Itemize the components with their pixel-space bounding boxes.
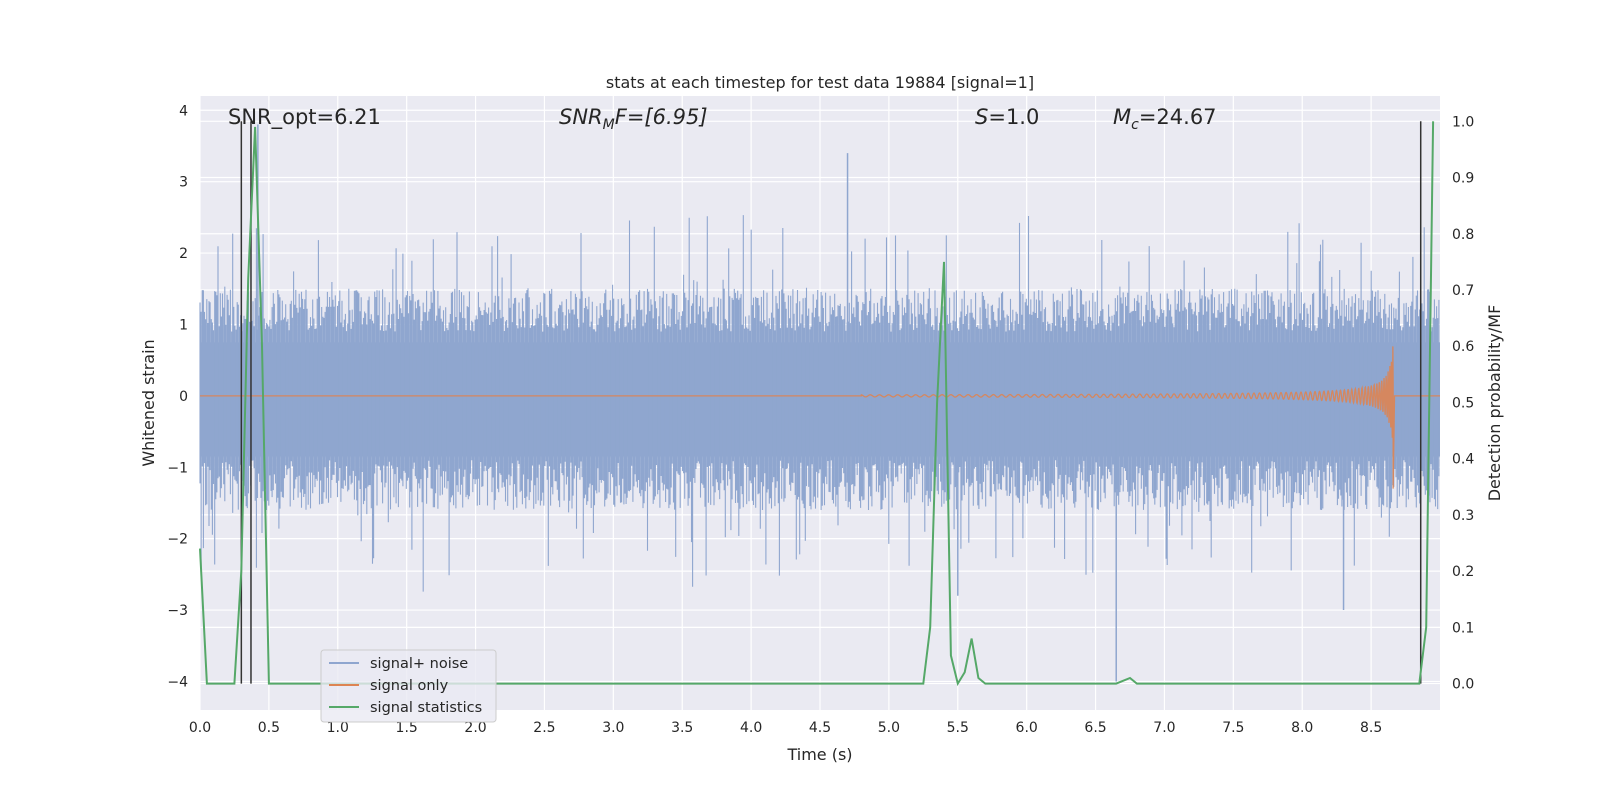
mc-value: =24.67 (1139, 105, 1217, 129)
x-tick-label: 1.0 (327, 720, 349, 736)
y-axis-left-ticks: 4 3 2 1 0 −1 −2 −3 −4 (167, 103, 188, 690)
legend: signal+ noise signal only signal statist… (320, 649, 497, 723)
y-right-tick-label: 0.3 (1452, 508, 1474, 524)
y-right-tick-label: 0.7 (1452, 283, 1474, 299)
y-right-tick-label: 0.0 (1452, 677, 1474, 693)
snr-mf-base: SNR (559, 105, 603, 129)
x-tick-label: 6.5 (1084, 720, 1106, 736)
x-tick-label: 7.5 (1222, 720, 1244, 736)
annotation-snr-mf: SNRMF=[6.95] (559, 105, 708, 133)
y-left-tick-label: 1 (179, 317, 188, 333)
y-right-tick-label: 0.6 (1452, 339, 1474, 355)
x-tick-label: 1.5 (396, 720, 418, 736)
y-right-tick-label: 0.4 (1452, 452, 1474, 468)
x-tick-label: 5.5 (947, 720, 969, 736)
y-right-tick-label: 1.0 (1452, 114, 1474, 130)
y-left-tick-label: −1 (167, 460, 188, 476)
annotation-snr-opt: SNR_opt=6.21 (228, 105, 381, 130)
x-tick-label: 8.5 (1360, 720, 1382, 736)
x-axis-ticks: 0.0 0.5 1.0 1.5 2.0 2.5 3.0 3.5 4.0 4.5 5.0 5.5 6.0 6… (189, 720, 1382, 736)
y-axis-right-ticks: 1.0 0.9 0.8 0.7 0.6 0.5 0.4 0.3 0.2 0.1 0.0 (1452, 114, 1474, 692)
signal-statistics-series (199, 121, 1435, 687)
snr-mf-sub: M (603, 117, 615, 133)
y-right-tick-label: 0.1 (1452, 620, 1474, 636)
x-tick-label: 4.5 (809, 720, 831, 736)
y-right-tick-label: 0.5 (1452, 395, 1474, 411)
y-left-tick-label: 4 (179, 103, 188, 119)
y-right-tick-label: 0.9 (1452, 171, 1474, 187)
legend-box (320, 649, 497, 723)
x-axis-label: Time (s) (786, 745, 852, 764)
x-tick-label: 3.0 (602, 720, 624, 736)
y-left-tick-label: −3 (167, 603, 188, 619)
y-left-tick-label: 0 (179, 389, 188, 405)
annotation-mc: Mc=24.67 (1113, 105, 1217, 133)
x-tick-label: 8.0 (1291, 720, 1313, 736)
chart-title: stats at each timestep for test data 198… (606, 73, 1034, 92)
s-value: =1.0 (988, 105, 1039, 129)
y-axis-left-label: Whitened strain (139, 339, 158, 466)
x-tick-label: 5.0 (878, 720, 900, 736)
x-tick-label: 0.5 (258, 720, 280, 736)
y-left-tick-label: −2 (167, 532, 188, 548)
x-tick-label: 3.5 (671, 720, 693, 736)
chirp-trace (200, 346, 1440, 489)
y-axis-right-label: Detection probability/MF (1485, 305, 1504, 502)
snr-mf-rest: F=[6.95] (615, 105, 708, 129)
x-tick-label: 4.0 (740, 720, 762, 736)
signal-noise-series (199, 124, 1440, 682)
y-left-tick-label: 2 (179, 246, 188, 262)
legend-label-stats: signal statistics (370, 700, 482, 716)
x-tick-label: 6.0 (1016, 720, 1038, 736)
mc-symbol: M (1113, 105, 1131, 129)
legend-label-noise: signal+ noise (370, 656, 468, 672)
y-left-tick-label: −4 (167, 674, 188, 690)
s-symbol: S (975, 105, 988, 129)
legend-label-signal: signal only (370, 678, 449, 694)
signal-statistics-line (199, 121, 1435, 687)
y-right-tick-label: 0.8 (1452, 227, 1474, 243)
y-left-tick-label: 3 (179, 175, 188, 191)
x-tick-label: 2.5 (533, 720, 555, 736)
annotation-s: S=1.0 (975, 105, 1039, 129)
signal-only-series (200, 346, 1440, 489)
x-tick-label: 7.0 (1153, 720, 1175, 736)
x-tick-label: 2.0 (464, 720, 486, 736)
y-right-tick-label: 0.2 (1452, 564, 1474, 580)
mc-sub: c (1131, 117, 1139, 133)
x-tick-label: 0.0 (189, 720, 211, 736)
